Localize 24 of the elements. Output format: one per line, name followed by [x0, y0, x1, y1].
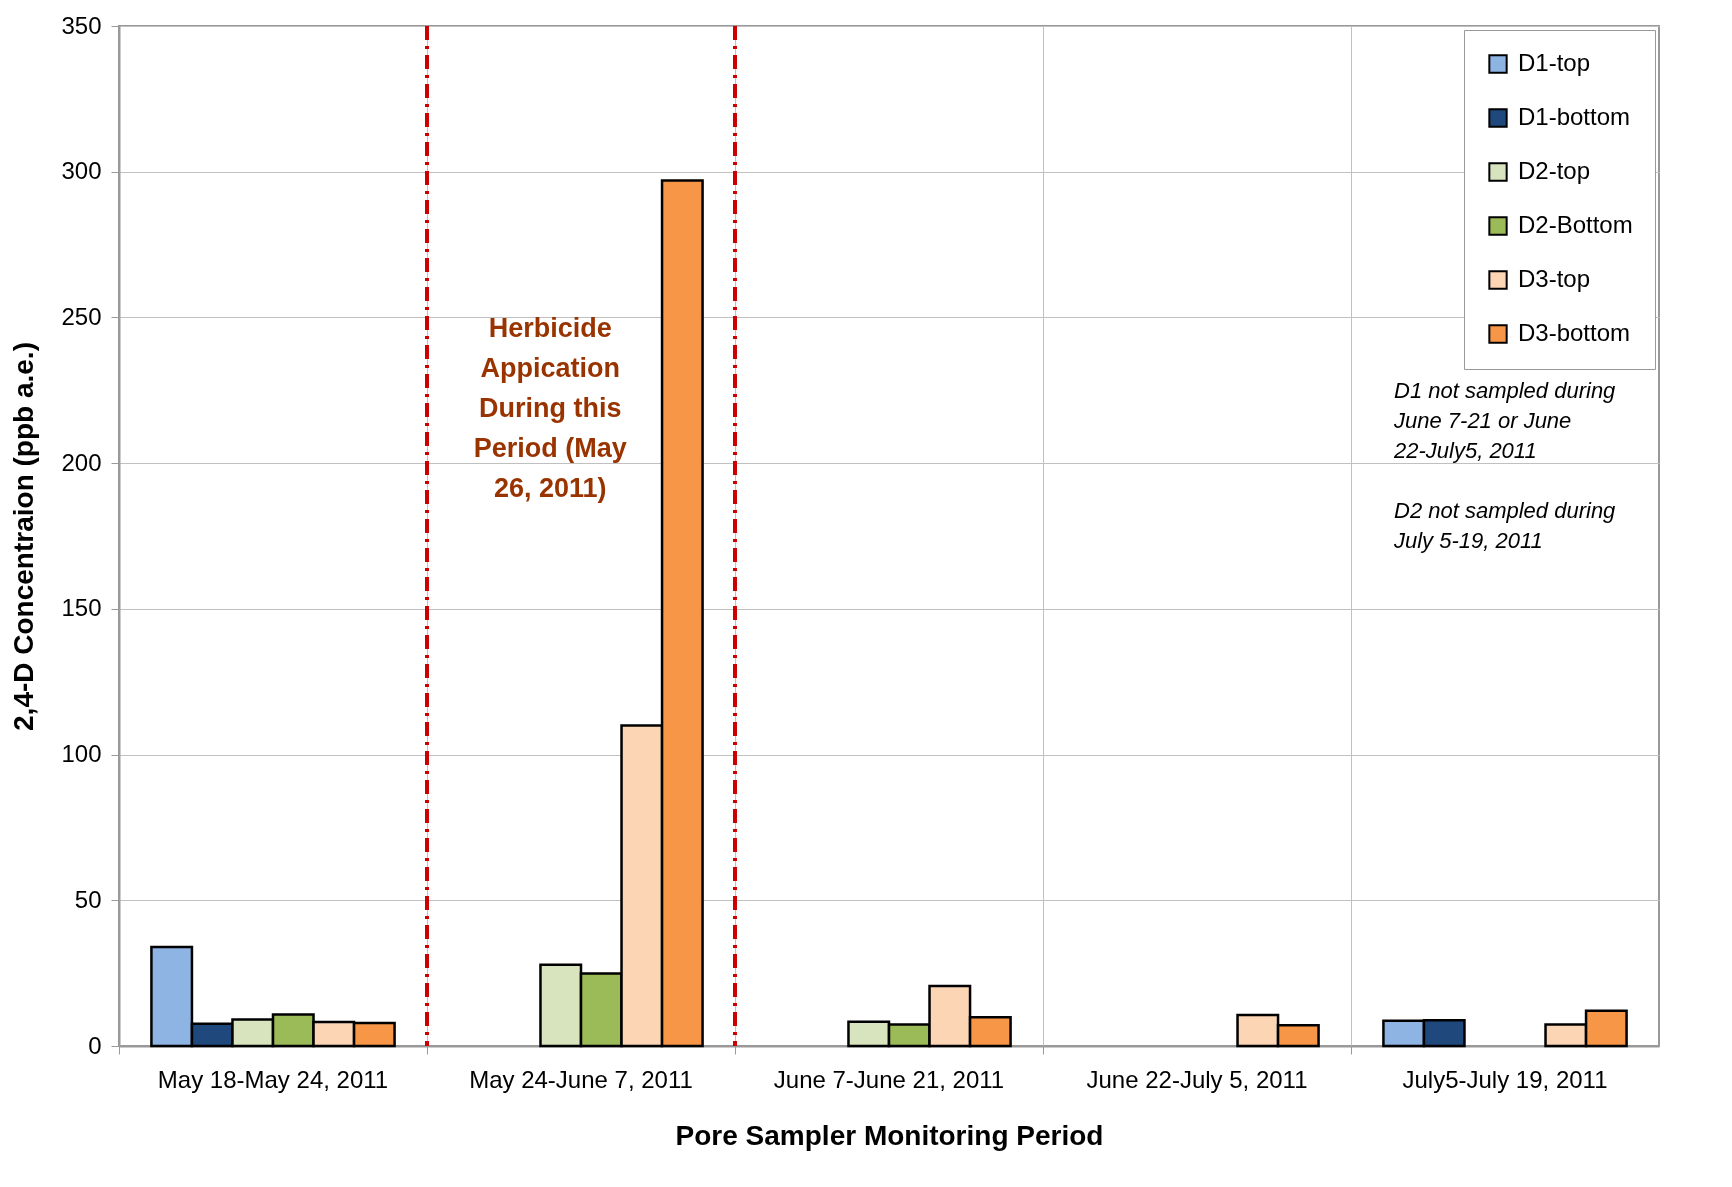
y-tick-label: 250 — [61, 302, 102, 330]
y-axis-title: 2,4-D Concentraion (ppb a.e.) — [8, 342, 40, 731]
x-tick-label: June 22-July 5, 2011 — [1086, 1065, 1308, 1093]
x-tick-label: July5-July 19, 2011 — [1402, 1065, 1608, 1093]
x-axis-title: Pore Sampler Monitoring Period — [675, 1119, 1104, 1151]
y-tick-label: 200 — [61, 448, 102, 476]
x-tick-label: June 7-June 21, 2011 — [773, 1065, 1005, 1093]
y-tick-label: 150 — [61, 594, 102, 622]
y-tick-label: 300 — [61, 157, 102, 185]
x-tick-label: May 18-May 24, 2011 — [157, 1065, 389, 1093]
legend-label: D3-top — [1518, 265, 1591, 292]
y-tick-label: 100 — [61, 740, 102, 768]
legend-label: D2-top — [1518, 157, 1591, 184]
y-tick-label: 0 — [88, 1031, 102, 1059]
legend-label: D1-bottom — [1518, 103, 1631, 130]
annotation: D1 not sampled during June 7-21 or June 22-July5, 2011 — [1393, 378, 1617, 463]
legend-label: D1-top — [1518, 49, 1591, 76]
annotation: Herbicide Appication During this Period (May 26, 2011) — [473, 313, 627, 503]
y-tick-label: 350 — [61, 11, 102, 39]
x-tick-label: May 24-June 7, 2011 — [469, 1065, 693, 1093]
legend-label: D3-bottom — [1518, 319, 1631, 346]
y-tick-label: 50 — [74, 885, 102, 913]
legend-label: D2-Bottom — [1518, 211, 1633, 238]
annotation: D2 not sampled during July 5-19, 2011 — [1393, 498, 1617, 553]
